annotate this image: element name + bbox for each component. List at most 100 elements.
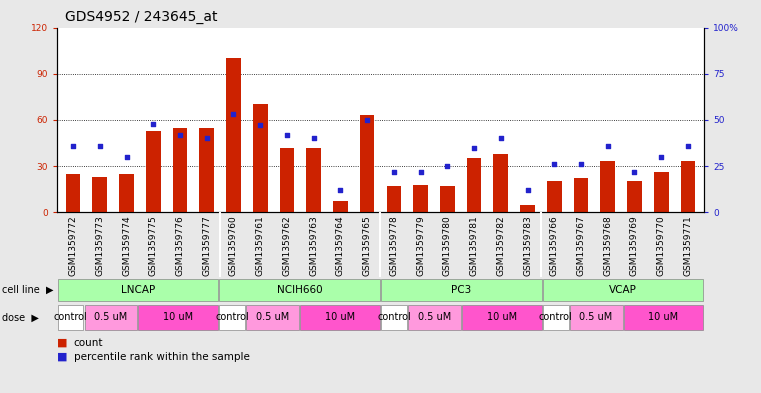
Text: 10 uM: 10 uM (325, 312, 355, 322)
Bar (600, 162, 615, 212)
Text: GSM1359766: GSM1359766 (549, 215, 559, 276)
Text: percentile rank within the sample: percentile rank within the sample (74, 352, 250, 362)
Bar (173, 128, 187, 212)
Bar (219, 305, 245, 330)
Bar (408, 305, 461, 330)
Text: 0.5 uM: 0.5 uM (94, 312, 128, 322)
Point (228, 111, 240, 118)
Point (388, 169, 400, 175)
Text: GSM1359767: GSM1359767 (577, 215, 585, 276)
Text: GSM1359764: GSM1359764 (336, 215, 345, 276)
Text: 10 uM: 10 uM (648, 312, 679, 322)
Text: GSM1359772: GSM1359772 (68, 215, 78, 276)
Text: GSM1359775: GSM1359775 (149, 215, 158, 276)
Text: GSM1359763: GSM1359763 (309, 215, 318, 276)
Text: ■: ■ (57, 352, 68, 362)
Text: dose  ▶: dose ▶ (2, 312, 38, 322)
Point (602, 143, 614, 149)
Bar (300, 305, 380, 330)
Bar (146, 130, 161, 212)
Bar (65, 174, 81, 212)
Text: VCAP: VCAP (609, 285, 637, 295)
Point (441, 163, 454, 169)
Text: GDS4952 / 243645_at: GDS4952 / 243645_at (65, 9, 217, 24)
Text: GSM1359774: GSM1359774 (122, 215, 131, 276)
Text: GSM1359782: GSM1359782 (496, 215, 505, 276)
Bar (279, 147, 295, 212)
Bar (413, 184, 428, 212)
Bar (381, 305, 407, 330)
Point (521, 187, 533, 193)
Text: 10 uM: 10 uM (487, 312, 517, 322)
Text: ■: ■ (57, 338, 68, 348)
Text: 0.5 uM: 0.5 uM (418, 312, 451, 322)
Text: cell line  ▶: cell line ▶ (2, 285, 53, 295)
Bar (381, 279, 542, 301)
Text: GSM1359783: GSM1359783 (523, 215, 532, 276)
Point (174, 132, 186, 138)
Text: PC3: PC3 (451, 285, 472, 295)
Point (575, 161, 587, 167)
Bar (333, 202, 348, 212)
Text: GSM1359768: GSM1359768 (603, 215, 612, 276)
Text: control: control (215, 312, 249, 322)
Point (655, 154, 667, 160)
Bar (466, 158, 482, 212)
Text: GSM1359761: GSM1359761 (256, 215, 265, 276)
Text: GSM1359780: GSM1359780 (443, 215, 452, 276)
Bar (119, 174, 134, 212)
Text: LNCAP: LNCAP (121, 285, 155, 295)
Text: 0.5 uM: 0.5 uM (579, 312, 613, 322)
Point (120, 154, 132, 160)
Bar (253, 105, 268, 212)
Bar (226, 58, 240, 212)
Bar (387, 186, 401, 212)
Bar (462, 305, 542, 330)
Text: GSM1359769: GSM1359769 (630, 215, 639, 276)
Text: 10 uM: 10 uM (164, 312, 193, 322)
Bar (307, 147, 321, 212)
Text: count: count (74, 338, 103, 348)
Bar (623, 305, 703, 330)
Bar (93, 177, 107, 212)
Point (548, 161, 560, 167)
Text: GSM1359765: GSM1359765 (363, 215, 371, 276)
Text: control: control (377, 312, 411, 322)
Bar (547, 182, 562, 212)
Point (468, 144, 480, 151)
Text: GSM1359760: GSM1359760 (229, 215, 238, 276)
Bar (574, 178, 588, 212)
Point (361, 117, 373, 123)
Text: GSM1359773: GSM1359773 (95, 215, 104, 276)
Bar (247, 305, 299, 330)
Text: GSM1359778: GSM1359778 (390, 215, 398, 276)
Bar (521, 204, 535, 212)
Bar (493, 154, 508, 212)
Text: GSM1359781: GSM1359781 (470, 215, 479, 276)
Bar (627, 182, 642, 212)
Text: GSM1359779: GSM1359779 (416, 215, 425, 276)
Bar (570, 305, 622, 330)
Point (147, 120, 159, 127)
Text: GSM1359771: GSM1359771 (683, 215, 693, 276)
Text: NCIH660: NCIH660 (277, 285, 323, 295)
Point (334, 187, 346, 193)
Text: 0.5 uM: 0.5 uM (256, 312, 289, 322)
Point (415, 169, 427, 175)
Point (682, 143, 694, 149)
Bar (58, 279, 218, 301)
Text: control: control (539, 312, 572, 322)
Text: GSM1359770: GSM1359770 (657, 215, 666, 276)
Bar (199, 128, 214, 212)
Bar (139, 305, 218, 330)
Point (94, 143, 106, 149)
Point (67, 143, 79, 149)
Text: GSM1359776: GSM1359776 (176, 215, 184, 276)
Point (201, 135, 213, 141)
Bar (654, 172, 668, 212)
Bar (680, 162, 696, 212)
Point (307, 135, 320, 141)
Bar (58, 305, 84, 330)
Bar (84, 305, 138, 330)
Bar (440, 186, 454, 212)
